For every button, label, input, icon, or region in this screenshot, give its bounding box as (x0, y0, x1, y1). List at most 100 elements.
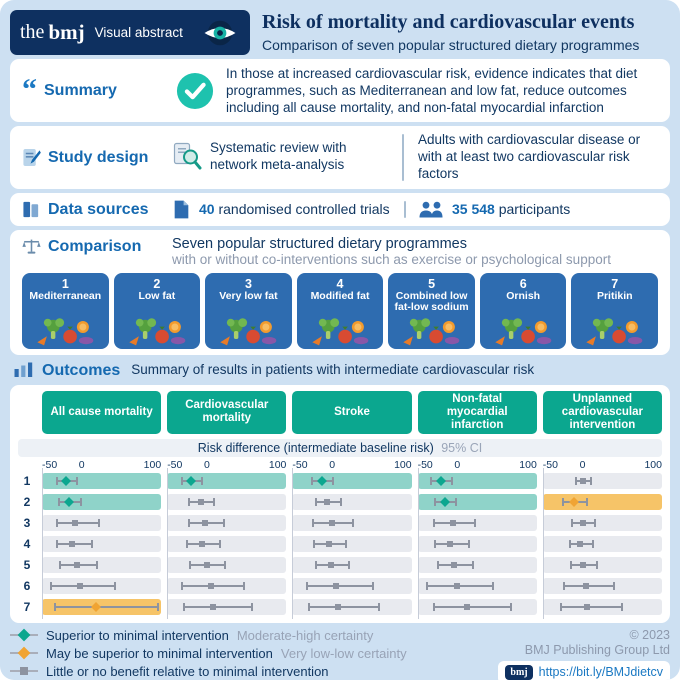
outcome-column-header: Stroke (292, 391, 412, 434)
diet-row-number: 4 (23, 536, 31, 551)
ci-cap (612, 581, 615, 590)
outcomes-label: Outcomes (42, 361, 121, 379)
orange-diamond-icon (10, 646, 38, 660)
zero-line (417, 572, 419, 598)
zero-line (42, 467, 43, 493)
forest-cell (542, 551, 662, 577)
zero-line (292, 467, 294, 493)
ci-cap (574, 476, 577, 485)
comparison-head: Comparison Seven popular structured diet… (22, 236, 658, 267)
ci-cap (592, 539, 595, 548)
footer-link[interactable]: https://bit.ly/BMJdietcv (538, 665, 663, 680)
diet-card: 1 Mediterranean (22, 272, 109, 349)
row-band (417, 556, 537, 573)
diet-row-number: 5 (23, 557, 31, 572)
estimate-marker (325, 540, 332, 547)
estimate-marker (69, 540, 76, 547)
footer-organisation: BMJ Publishing Group Ltd (524, 642, 670, 657)
zero-line (292, 551, 294, 577)
ci-cap (55, 518, 58, 527)
ci-cap (432, 602, 435, 611)
forest-cell (167, 488, 287, 514)
estimate-marker (203, 561, 210, 568)
estimate-marker (202, 519, 209, 526)
axis-tick-label: -50 (42, 458, 58, 471)
diet-card: 2 Low fat (113, 272, 201, 349)
outcome-column-header: Unplanned cardiovascular intervention (542, 391, 662, 434)
legend-certainty: Very low-low certainty (280, 645, 407, 661)
forest-row: 6 (18, 572, 662, 598)
forest-cell (292, 572, 412, 598)
row-band (167, 535, 287, 552)
ci-cap (56, 539, 59, 548)
trials-item: 40 randomised controlled trials (172, 199, 392, 220)
ci-cap (434, 539, 437, 548)
outcome-column-header: Non-fatal myocardial infarction (417, 391, 537, 434)
estimate-marker (447, 540, 454, 547)
diet-card: 6 Ornish (479, 272, 567, 349)
ci-cap (189, 560, 192, 569)
ci-line (53, 605, 158, 608)
forest-row: 5 (18, 551, 662, 577)
axis-tick-label: 100 (394, 458, 412, 471)
row-band (542, 514, 662, 531)
books-icon (22, 199, 41, 220)
ci-cap (80, 497, 83, 506)
axis-title: Risk difference (intermediate baseline r… (197, 440, 434, 455)
legend-certainty: Moderate-high certainty (236, 627, 374, 643)
zero-line (42, 530, 43, 556)
diet-name: Mediterranean (29, 289, 102, 302)
zero-line (417, 467, 419, 493)
axis-tick-label: -50 (292, 458, 308, 471)
diet-food-illustration (300, 315, 381, 347)
comparison-section: Comparison Seven popular structured diet… (10, 229, 670, 355)
zero-line (292, 572, 294, 598)
diet-row-number: 1 (23, 473, 31, 488)
ci-cap (213, 497, 216, 506)
row-band (167, 514, 287, 531)
forest-row: 3 (18, 509, 662, 535)
gray-square-icon (10, 665, 38, 677)
estimate-marker (449, 519, 456, 526)
axis-tick-label: 0 (454, 458, 461, 471)
forest-cell (42, 509, 162, 535)
legend-item: Little or no benefit relative to minimal… (10, 664, 470, 679)
zero-line (417, 530, 419, 556)
zero-line (167, 488, 169, 514)
zero-line (542, 467, 544, 493)
forest-cell (42, 593, 162, 619)
axis-tick-label: 100 (519, 458, 537, 471)
forest-cell (542, 467, 662, 493)
forest-cell (42, 530, 162, 556)
forest-rows: 1 2 3 4 5 6 7 (18, 467, 662, 619)
diet-number: 1 (61, 276, 69, 291)
ci-cap (76, 476, 79, 485)
ci-cap (492, 581, 495, 590)
page-title: Risk of mortality and cardiovascular eve… (262, 11, 635, 33)
forest-cell (292, 467, 412, 493)
ci-line (308, 605, 379, 608)
diet-food-illustration (25, 315, 106, 347)
bmj-logo-the: the (20, 21, 45, 43)
diet-card: 5 Combined low fat-low sodium (388, 272, 475, 349)
study-design-head: Study design (22, 147, 164, 168)
axis-tick-cell: -50 0 100 (418, 459, 537, 472)
ci-cap (454, 497, 457, 506)
diet-cards-row: 1 Mediterranean 2 Low fat 3 Very low fat… (22, 272, 659, 349)
ci-cap (467, 539, 470, 548)
ci-cap (181, 581, 184, 590)
diet-card: 4 Modified fat (296, 272, 384, 349)
ci-cap (371, 581, 374, 590)
ci-cap (562, 581, 565, 590)
zero-line (542, 551, 544, 577)
zero-line (417, 551, 419, 577)
estimate-marker (197, 498, 204, 505)
ci-cap (378, 602, 381, 611)
estimate-marker (333, 582, 340, 589)
forest-row: 1 (18, 467, 662, 493)
ci-cap (348, 560, 351, 569)
outcome-headers: All cause mortality Cardiovascular mortal… (18, 391, 662, 434)
estimate-marker (210, 603, 217, 610)
ci-cap (311, 476, 314, 485)
quote-icon: “ (22, 73, 37, 107)
